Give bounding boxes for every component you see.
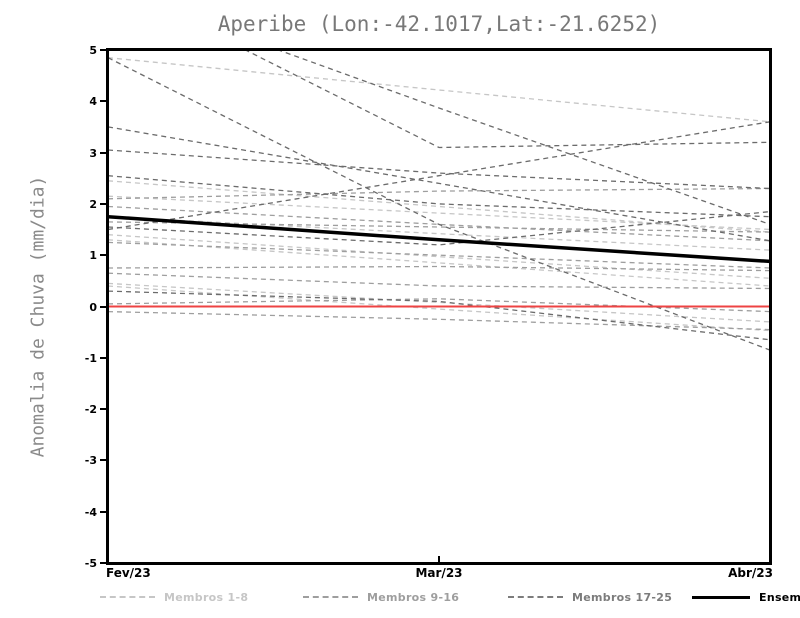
member-line-membro-15 — [108, 205, 770, 242]
member-line-membro-08 — [108, 285, 770, 332]
member-line-membro-10 — [108, 241, 770, 269]
member-line-membro-04 — [108, 216, 770, 251]
member-line-membro-20 — [108, 126, 770, 242]
y-tick-label: 0 — [89, 300, 97, 314]
y-tick-label: 2 — [89, 197, 97, 211]
y-axis-title: Anomalia de Chuva (mm/dia) — [27, 175, 49, 458]
legend-label: Membros 9-16 — [367, 590, 460, 604]
y-tick-label: 5 — [89, 44, 97, 57]
y-tick-label: -2 — [84, 403, 97, 417]
legend-item-membros-1-8: Membros 1-8 — [100, 589, 248, 605]
legend: Membros 1-8 Membros 9-16 Membros 17-25 E… — [0, 589, 800, 607]
y-tick-label: -1 — [84, 351, 97, 365]
member-line-membro-06 — [108, 239, 770, 287]
member-line-membro-23 — [108, 175, 770, 218]
y-tick-mark — [100, 562, 107, 564]
member-line-membro-05 — [108, 234, 770, 279]
member-line-membro-03 — [108, 195, 770, 231]
solid-line-sample-black — [692, 595, 750, 599]
member-line-membro-12 — [108, 272, 770, 290]
member-line-membro-11 — [108, 265, 770, 272]
y-tick-mark — [100, 408, 107, 411]
y-tick-mark — [100, 202, 107, 205]
legend-label: Membros 17-25 — [572, 590, 673, 604]
legend-label: Membros 1-8 — [164, 590, 249, 604]
member-line-membro-13 — [108, 298, 770, 313]
y-tick-label: -3 — [84, 454, 97, 468]
x-tick-label-mar: Mar/23 — [415, 566, 463, 580]
chart-title: Aperibe (Lon:-42.1017,Lat:-21.6252) — [217, 12, 661, 36]
member-line-membro-25 — [108, 290, 770, 341]
y-tick-label: 1 — [89, 249, 97, 263]
member-line-membro-24 — [108, 210, 770, 246]
y-tick-mark — [100, 100, 107, 103]
ensemble-mean-line — [108, 214, 770, 264]
x-tick-label-fev: Fev/23 — [106, 566, 151, 580]
member-line-membro-16 — [108, 187, 770, 200]
x-tick-mark — [107, 556, 109, 563]
y-tick-mark — [100, 459, 107, 462]
y-tick-mark — [100, 49, 107, 51]
ensemble-lines-plot — [108, 50, 770, 351]
member-line-membro-19 — [276, 50, 770, 226]
y-tick-label: -5 — [84, 557, 97, 570]
member-line-membro-14 — [108, 310, 770, 331]
member-line-membro-07 — [108, 282, 770, 323]
y-tick-label: 3 — [89, 146, 97, 160]
member-line-membro-21 — [108, 149, 770, 190]
x-tick-label-abr: Abr/23 — [728, 566, 773, 580]
dashed-line-sample-light — [100, 596, 155, 598]
y-tick-mark — [100, 254, 107, 257]
y-tick-mark — [100, 151, 107, 154]
legend-item-ensemble-mean: Ensemble Mean — [692, 589, 800, 605]
y-tick-label: 4 — [89, 95, 97, 109]
member-line-membro-17 — [108, 57, 770, 351]
y-tick-mark — [100, 356, 107, 359]
member-line-membro-22 — [108, 121, 770, 231]
dashed-line-sample-dark — [508, 596, 563, 598]
y-tick-label: -4 — [84, 505, 97, 519]
dashed-line-sample-medium — [303, 596, 358, 598]
legend-item-membros-9-16: Membros 9-16 — [303, 589, 459, 605]
member-line-membro-18 — [244, 50, 770, 149]
legend-label: Ensemble Mean — [759, 590, 800, 604]
plot-area — [108, 50, 770, 563]
y-tick-mark — [100, 305, 107, 308]
x-tick-mark — [438, 556, 440, 563]
legend-item-membros-17-25: Membros 17-25 — [508, 589, 672, 605]
x-tick-mark — [769, 556, 771, 563]
member-line-membro-01 — [108, 57, 770, 123]
y-tick-mark — [100, 510, 107, 513]
